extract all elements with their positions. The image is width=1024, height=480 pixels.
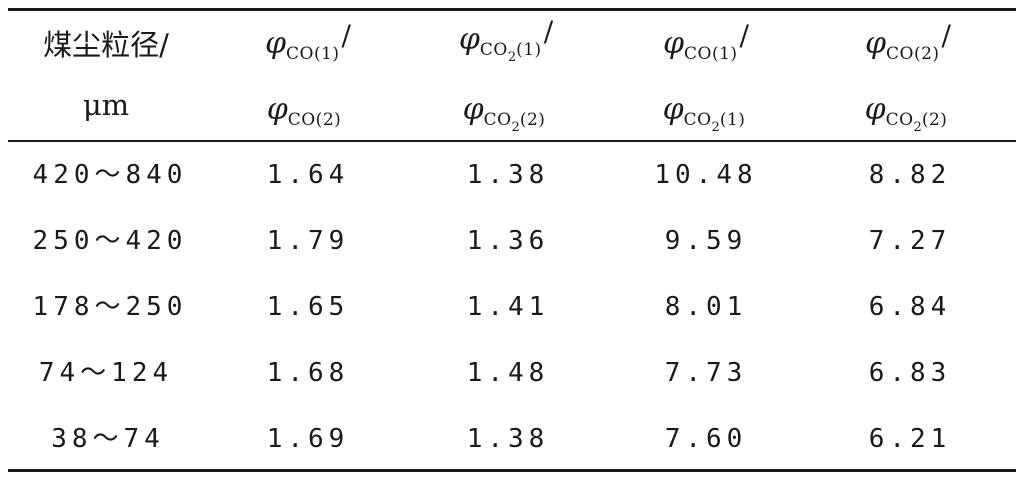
subscript-2: 2 — [913, 120, 922, 135]
fraction-slash: / — [739, 19, 749, 52]
cell-value: 9.59 — [664, 226, 748, 256]
phi-symbol: φ — [265, 26, 287, 61]
cell-value: 10.48 — [654, 160, 758, 190]
phi-symbol: φ — [864, 92, 886, 127]
fraction-slash: / — [341, 19, 351, 52]
cell-size: 178～250 — [32, 292, 188, 322]
cell-value: 1.36 — [466, 226, 550, 256]
subscript: CO(1) — [286, 44, 340, 64]
header-col4-numerator: φCO(2)/ — [865, 19, 951, 65]
cell-value: 1.48 — [466, 358, 550, 388]
phi-symbol: φ — [662, 92, 684, 127]
phi-symbol: φ — [865, 26, 887, 61]
header-col2-denominator: φCO2(2) — [462, 92, 546, 136]
subscript-index: (2) — [519, 110, 546, 130]
cell-value: 8.01 — [664, 292, 748, 322]
subscript-index: (1) — [719, 110, 746, 130]
cell-value: 6.83 — [868, 358, 952, 388]
cell-value: 8.82 — [868, 160, 952, 190]
header-particle-size-label: 煤尘粒径/ — [43, 28, 169, 62]
phi-symbol: φ — [462, 92, 484, 127]
table-top-rule — [8, 8, 1016, 11]
subscript-gas: CO — [479, 40, 508, 60]
cell-value: 1.64 — [266, 160, 350, 190]
header-particle-size-unit: μm — [82, 88, 130, 122]
phi-symbol: φ — [663, 26, 685, 61]
subscript-2: 2 — [507, 50, 517, 65]
cell-value: 1.38 — [466, 160, 550, 190]
table-bottom-rule — [8, 469, 1016, 472]
subscript-gas: CO — [885, 110, 914, 130]
subscript: CO(2) — [886, 44, 940, 64]
cell-value: 7.73 — [664, 358, 748, 388]
cell-value: 1.68 — [266, 358, 350, 388]
header-col1-numerator: φCO(1)/ — [265, 19, 351, 65]
subscript-2: 2 — [511, 120, 520, 135]
header-col4-denominator: φCO2(2) — [864, 92, 948, 136]
cell-value: 7.60 — [664, 424, 748, 454]
fraction-slash: / — [543, 15, 554, 48]
cell-value: 7.27 — [868, 226, 952, 256]
cell-value: 1.69 — [266, 424, 350, 454]
cell-value: 1.38 — [466, 424, 550, 454]
phi-symbol: φ — [266, 92, 288, 127]
cell-value: 1.65 — [266, 292, 350, 322]
header-col3-numerator: φCO(1)/ — [663, 19, 749, 65]
subscript-index: (1) — [516, 40, 542, 60]
cell-size: 38～74 — [51, 424, 165, 454]
subscript: CO(1) — [684, 44, 738, 64]
subscript-index: (2) — [921, 110, 948, 130]
cell-value: 6.21 — [868, 424, 952, 454]
subscript-gas: CO — [483, 110, 512, 130]
cell-value: 6.84 — [868, 292, 952, 322]
cell-size: 74～124 — [38, 358, 174, 388]
cell-size: 420～840 — [32, 160, 188, 190]
phi-symbol: φ — [458, 22, 480, 57]
subscript: CO(2) — [287, 110, 342, 130]
header-col2-numerator: φCO2(1)/ — [458, 15, 553, 65]
subscript-gas: CO — [683, 110, 712, 130]
table-header-rule — [8, 140, 1016, 142]
header-col1-denominator: φCO(2) — [267, 92, 342, 131]
cell-value: 1.79 — [266, 226, 350, 256]
subscript-2: 2 — [711, 120, 720, 135]
cell-value: 1.41 — [466, 292, 550, 322]
fraction-slash: / — [941, 19, 951, 52]
cell-size: 250～420 — [32, 226, 188, 256]
header-col3-denominator: φCO2(1) — [662, 92, 746, 136]
